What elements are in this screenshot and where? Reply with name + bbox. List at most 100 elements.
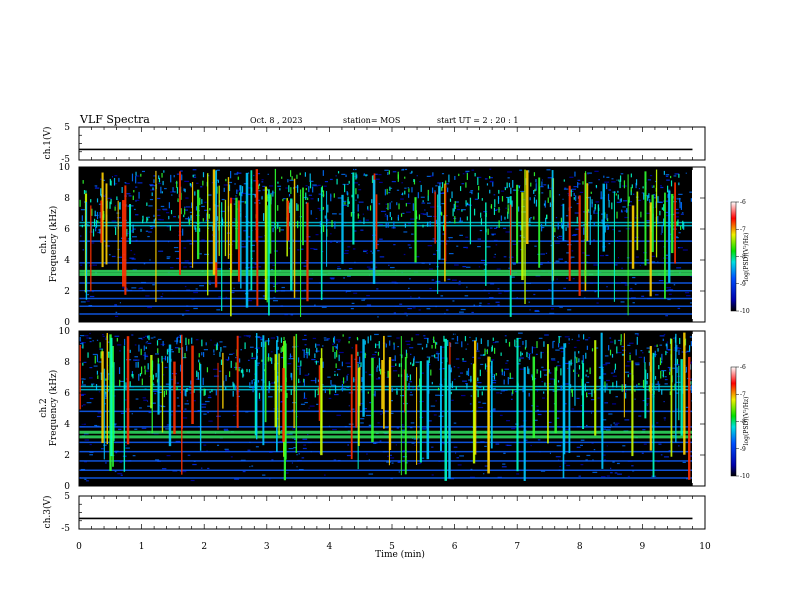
noise-pixel [159, 219, 164, 221]
noise-pixel [570, 258, 572, 260]
sferic-streak [680, 359, 683, 436]
noise-pixel [409, 278, 411, 280]
noise-pixel [258, 236, 263, 238]
noise-pixel [471, 311, 474, 314]
emission-speckle [642, 379, 645, 388]
emission-speckle [194, 225, 196, 230]
noise-pixel [374, 333, 379, 336]
ch1-colorbar-scale [730, 201, 737, 312]
noise-pixel [603, 373, 607, 375]
emission-speckle [356, 174, 358, 179]
sferic-streak [161, 361, 164, 433]
figure-title: VLF Spectra [79, 113, 150, 126]
emission-speckle [577, 374, 580, 377]
emission-speckle [135, 171, 137, 176]
noise-pixel [361, 299, 365, 301]
noise-pixel [480, 354, 485, 356]
emission-speckle [345, 174, 347, 178]
noise-pixel [462, 360, 467, 362]
noise-pixel [193, 291, 199, 294]
noise-pixel [255, 336, 260, 338]
noise-pixel [559, 347, 565, 350]
noise-pixel [317, 207, 321, 210]
emission-speckle [661, 353, 663, 361]
emission-speckle [410, 362, 412, 365]
emission-speckle [93, 218, 96, 227]
emission-speckle [252, 385, 254, 393]
noise-pixel [529, 309, 531, 311]
noise-pixel [616, 201, 622, 203]
emission-speckle [216, 216, 219, 221]
noise-pixel [680, 213, 684, 215]
noise-pixel [529, 217, 533, 219]
noise-pixel [491, 373, 494, 375]
emission-speckle [477, 390, 479, 398]
noise-pixel [363, 249, 368, 252]
emission-speckle [257, 380, 260, 383]
emission-speckle [348, 201, 350, 204]
emission-speckle [263, 369, 265, 372]
noise-pixel [423, 337, 429, 339]
noise-pixel [236, 208, 240, 210]
emission-speckle [351, 194, 353, 198]
emission-speckle [500, 215, 502, 221]
noise-pixel [519, 368, 525, 370]
emission-speckle [509, 372, 511, 379]
emission-speckle [467, 202, 469, 206]
emission-speckle [384, 189, 386, 196]
noise-pixel [285, 433, 289, 435]
noise-pixel [372, 394, 376, 396]
emission-speckle [360, 362, 362, 367]
emission-speckle [241, 186, 244, 194]
emission-speckle [575, 195, 577, 201]
noise-pixel [145, 370, 150, 372]
noise-pixel [506, 360, 509, 362]
noise-pixel [393, 244, 396, 246]
noise-pixel [459, 455, 464, 457]
sferic-streak [150, 354, 153, 409]
noise-pixel [227, 181, 233, 184]
emission-speckle [97, 375, 99, 379]
noise-pixel [131, 287, 137, 289]
emission-speckle [643, 192, 645, 200]
emission-speckle [272, 190, 274, 197]
noise-pixel [179, 334, 183, 337]
noise-pixel [491, 233, 496, 235]
noise-pixel [606, 176, 610, 178]
emission-speckle [406, 353, 408, 359]
emission-speckle [623, 180, 626, 189]
noise-pixel [337, 266, 340, 268]
noise-pixel [234, 183, 236, 185]
noise-pixel [84, 335, 89, 337]
emission-speckle [433, 336, 435, 343]
noise-pixel [296, 466, 298, 468]
noise-pixel [540, 253, 546, 255]
emission-speckle [319, 221, 321, 228]
noise-pixel [533, 293, 536, 296]
emission-speckle [604, 385, 606, 393]
noise-pixel [126, 193, 131, 195]
noise-pixel [475, 350, 480, 352]
emission-speckle [400, 213, 403, 217]
noise-pixel [181, 314, 185, 316]
emission-speckle [232, 390, 234, 397]
noise-pixel [448, 220, 451, 223]
emission-speckle [426, 212, 428, 216]
noise-pixel [489, 168, 492, 170]
sferic-streak [286, 200, 290, 241]
noise-pixel [637, 199, 642, 201]
x-tick-label: 4 [327, 542, 333, 552]
noise-pixel [431, 446, 434, 448]
ch2-colorbar-label: log(PSD)(V²/Hz) [743, 397, 750, 446]
noise-pixel [460, 394, 466, 397]
noise-pixel [94, 187, 100, 189]
emission-speckle [283, 336, 285, 340]
noise-pixel [333, 393, 339, 396]
emission-speckle [404, 190, 406, 195]
noise-pixel [620, 211, 624, 213]
noise-pixel [365, 219, 369, 221]
noise-pixel [135, 175, 140, 177]
noise-pixel [593, 449, 596, 451]
sferic-streak [532, 356, 536, 438]
emission-speckle [644, 362, 646, 371]
